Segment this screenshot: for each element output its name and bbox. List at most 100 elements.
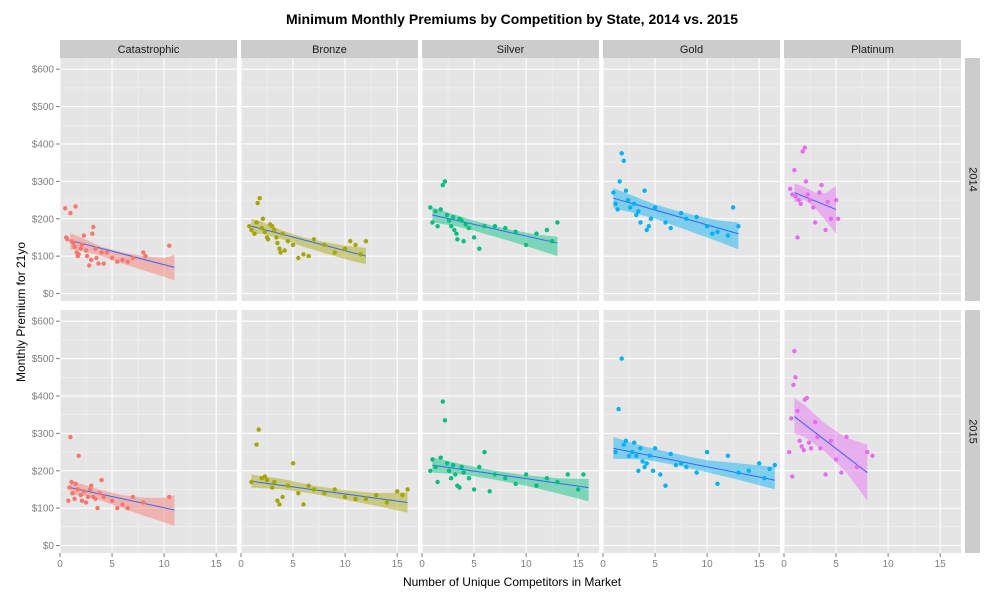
data-point bbox=[684, 464, 689, 470]
data-point bbox=[823, 227, 828, 233]
panel-background bbox=[422, 58, 599, 301]
data-point bbox=[395, 489, 400, 494]
data-point bbox=[68, 210, 73, 216]
y-tick-label: $400 bbox=[32, 139, 55, 150]
data-point bbox=[353, 496, 358, 501]
x-tick-label: 15 bbox=[573, 559, 585, 570]
x-tick-label: 15 bbox=[754, 559, 766, 570]
data-point bbox=[256, 427, 261, 432]
data-point bbox=[652, 205, 658, 210]
strip-label-silver: Silver bbox=[497, 44, 525, 56]
data-point bbox=[93, 496, 98, 501]
data-point bbox=[442, 418, 448, 423]
row-strip-label-2015: 2015 bbox=[967, 419, 979, 443]
data-point bbox=[642, 188, 647, 193]
x-tick-label: 10 bbox=[883, 559, 895, 570]
y-tick-label: $300 bbox=[32, 429, 55, 440]
data-point bbox=[621, 158, 626, 163]
data-point bbox=[555, 220, 560, 225]
data-point bbox=[835, 216, 841, 221]
panel-silver-2014 bbox=[421, 58, 599, 301]
data-point bbox=[83, 248, 89, 253]
data-point bbox=[348, 239, 353, 244]
panel-bronze-2014 bbox=[240, 58, 418, 301]
data-point bbox=[534, 483, 539, 488]
data-point bbox=[262, 474, 268, 479]
data-point bbox=[819, 182, 824, 188]
x-axis-title: Number of Unique Competitors in Market bbox=[403, 575, 622, 589]
data-point bbox=[611, 190, 616, 195]
data-point bbox=[332, 487, 337, 492]
data-point bbox=[451, 462, 456, 468]
data-point bbox=[644, 227, 649, 233]
data-point bbox=[626, 453, 632, 458]
data-point bbox=[254, 220, 259, 225]
trend-line bbox=[613, 447, 775, 481]
data-point bbox=[492, 472, 498, 477]
data-point bbox=[565, 472, 570, 477]
data-point bbox=[802, 145, 807, 150]
data-point bbox=[94, 255, 99, 261]
data-point bbox=[96, 261, 101, 266]
data-point bbox=[433, 464, 438, 470]
series-platinum-2014 bbox=[788, 145, 841, 240]
panel-catastrophic-2015 bbox=[59, 310, 237, 553]
panel-background bbox=[603, 58, 780, 301]
data-point bbox=[454, 231, 459, 236]
data-point bbox=[630, 449, 635, 455]
data-point bbox=[101, 494, 106, 500]
x-tick-label: 5 bbox=[290, 559, 296, 570]
data-point bbox=[452, 227, 457, 233]
data-point bbox=[444, 461, 450, 466]
data-point bbox=[619, 151, 624, 156]
data-point bbox=[636, 468, 641, 473]
data-point bbox=[828, 438, 834, 443]
data-point bbox=[342, 246, 348, 251]
data-point bbox=[115, 259, 120, 264]
data-point bbox=[615, 207, 620, 212]
data-point bbox=[617, 179, 622, 184]
data-point bbox=[120, 502, 125, 507]
data-point bbox=[813, 220, 818, 225]
data-point bbox=[503, 225, 508, 231]
data-point bbox=[799, 444, 804, 449]
data-point bbox=[130, 494, 136, 500]
trend-line bbox=[432, 214, 558, 244]
data-point bbox=[678, 210, 684, 216]
data-point bbox=[255, 200, 260, 206]
data-point bbox=[798, 201, 803, 206]
data-point bbox=[471, 487, 477, 492]
confidence-band bbox=[794, 183, 837, 234]
data-point bbox=[482, 224, 487, 229]
y-tick-label: $600 bbox=[32, 65, 55, 76]
data-point bbox=[796, 197, 801, 203]
strip-silver bbox=[422, 40, 599, 58]
data-point bbox=[65, 237, 70, 242]
data-point bbox=[72, 496, 77, 501]
data-point bbox=[125, 505, 130, 511]
data-point bbox=[642, 464, 647, 470]
x-tick-label: 0 bbox=[781, 559, 787, 570]
data-point bbox=[433, 209, 438, 214]
data-point bbox=[523, 472, 529, 477]
data-point bbox=[461, 470, 466, 475]
strip-label-catastrophic: Catastrophic bbox=[118, 44, 180, 56]
data-point bbox=[457, 485, 462, 490]
trend-line bbox=[251, 225, 367, 257]
plot-area: Catastrophic Bronze Silver Gold Platinum 2014… bbox=[32, 40, 980, 570]
data-point bbox=[792, 168, 797, 173]
data-point bbox=[277, 502, 282, 507]
data-point bbox=[459, 464, 464, 470]
x-tick-label: 5 bbox=[833, 559, 839, 570]
data-point bbox=[613, 201, 618, 206]
data-point bbox=[69, 479, 74, 485]
data-point bbox=[435, 224, 440, 229]
series-bronze-2015 bbox=[249, 427, 410, 513]
data-point bbox=[264, 477, 270, 483]
data-point bbox=[477, 464, 482, 470]
data-point bbox=[353, 242, 358, 248]
data-point bbox=[446, 218, 452, 223]
data-point bbox=[544, 476, 550, 481]
data-point bbox=[870, 453, 875, 458]
data-point bbox=[249, 479, 254, 485]
